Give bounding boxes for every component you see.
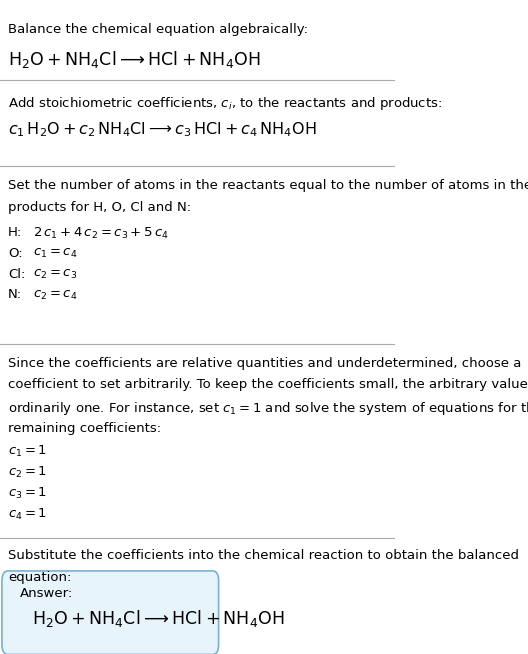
Text: $c_1 = c_4$: $c_1 = c_4$ <box>33 247 78 260</box>
Text: Balance the chemical equation algebraically:: Balance the chemical equation algebraica… <box>8 23 308 36</box>
Text: $c_4 = 1$: $c_4 = 1$ <box>8 507 47 522</box>
Text: N:: N: <box>8 288 22 301</box>
Text: $c_1\,\mathrm{H_2O} + c_2\,\mathrm{NH_4Cl} \longrightarrow c_3\,\mathrm{HCl} + c: $c_1\,\mathrm{H_2O} + c_2\,\mathrm{NH_4C… <box>8 121 316 139</box>
Text: $\mathrm{H_2O + NH_4Cl} \longrightarrow \mathrm{HCl + NH_4OH}$: $\mathrm{H_2O + NH_4Cl} \longrightarrow … <box>8 49 260 70</box>
Text: $c_2 = c_3$: $c_2 = c_3$ <box>33 267 78 281</box>
Text: Set the number of atoms in the reactants equal to the number of atoms in the: Set the number of atoms in the reactants… <box>8 179 528 192</box>
Text: $c_1 = 1$: $c_1 = 1$ <box>8 444 47 460</box>
Text: Cl:: Cl: <box>8 267 25 281</box>
Text: Since the coefficients are relative quantities and underdetermined, choose a: Since the coefficients are relative quan… <box>8 357 521 370</box>
Text: products for H, O, Cl and N:: products for H, O, Cl and N: <box>8 201 191 214</box>
Text: coefficient to set arbitrarily. To keep the coefficients small, the arbitrary va: coefficient to set arbitrarily. To keep … <box>8 379 528 392</box>
Text: ordinarily one. For instance, set $c_1 = 1$ and solve the system of equations fo: ordinarily one. For instance, set $c_1 =… <box>8 400 528 417</box>
Text: H:: H: <box>8 226 22 239</box>
Text: $c_3 = 1$: $c_3 = 1$ <box>8 486 47 501</box>
Text: $c_2 = c_4$: $c_2 = c_4$ <box>33 288 78 301</box>
Text: equation:: equation: <box>8 571 71 584</box>
Text: Substitute the coefficients into the chemical reaction to obtain the balanced: Substitute the coefficients into the che… <box>8 549 519 562</box>
Text: O:: O: <box>8 247 23 260</box>
Text: remaining coefficients:: remaining coefficients: <box>8 422 161 434</box>
Text: $2\,c_1 + 4\,c_2 = c_3 + 5\,c_4$: $2\,c_1 + 4\,c_2 = c_3 + 5\,c_4$ <box>33 226 169 241</box>
Text: Answer:: Answer: <box>20 587 73 600</box>
Text: $c_2 = 1$: $c_2 = 1$ <box>8 465 47 480</box>
FancyBboxPatch shape <box>2 571 219 654</box>
Text: Add stoichiometric coefficients, $c_i$, to the reactants and products:: Add stoichiometric coefficients, $c_i$, … <box>8 95 442 112</box>
Text: $\mathrm{H_2O + NH_4Cl} \longrightarrow \mathrm{HCl + NH_4OH}$: $\mathrm{H_2O + NH_4Cl} \longrightarrow … <box>32 608 284 629</box>
